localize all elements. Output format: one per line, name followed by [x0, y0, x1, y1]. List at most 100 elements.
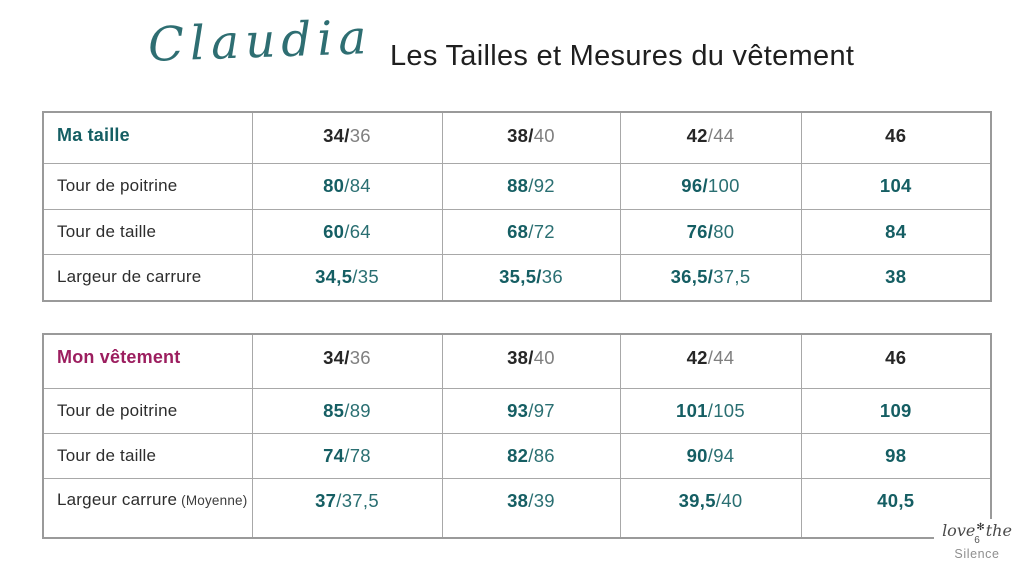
value-cell: 80/84	[251, 162, 443, 210]
size-header-cell-bold: 34/	[323, 347, 350, 368]
size-header-cell-bold: 34/	[323, 125, 350, 146]
value-cell: 85/89	[251, 387, 443, 434]
table-ma-taille: Ma taille 34/36 38/40 42/44 46 Tour de poitri…	[42, 111, 992, 302]
logo-word-love: love	[942, 520, 976, 540]
flower-icon: ✻	[976, 521, 985, 533]
row-label-cell: Largeur de carrure	[42, 253, 253, 302]
logo-word-the: the	[985, 520, 1012, 540]
size-header-cell: 46	[800, 111, 992, 164]
value-cell-bold: 96/	[681, 175, 708, 196]
size-header-cell: 38/40	[441, 111, 621, 164]
table-row: Largeur de carrure 34,5/35 35,5/36 36,5/37,…	[42, 253, 992, 302]
value-cell-rest: /105	[707, 399, 745, 421]
table-title-cell: Mon vêtement	[42, 333, 253, 389]
size-header-cell-rest: 40	[533, 125, 555, 146]
value-cell-rest: /64	[344, 220, 371, 242]
size-header-cell: 34/36	[251, 333, 443, 389]
value-cell-rest: /94	[707, 444, 735, 466]
value-cell-bold: 35,5/	[499, 266, 542, 288]
value-cell-rest: /40	[715, 489, 743, 511]
value-cell-rest: 36	[541, 266, 563, 288]
value-cell-rest: /78	[344, 444, 371, 466]
table-row: Tour de poitrine 80/84 88/92 96/100 104	[42, 162, 992, 210]
table-row: Tour de taille 60/64 68/72 76/80 84	[42, 208, 992, 255]
value-cell-bold: 93	[507, 399, 529, 421]
value-cell: 82/86	[441, 432, 621, 479]
row-label-cell: Tour de poitrine	[42, 162, 253, 210]
value-cell-bold: 80	[323, 175, 345, 196]
size-header-cell-bold: 46	[885, 125, 907, 146]
value-cell-rest: 37,5	[713, 266, 751, 288]
table-header-row: Mon vêtement 34/36 38/40 42/44 46	[42, 333, 992, 389]
value-cell: 93/97	[441, 387, 621, 434]
table-header-row: Ma taille 34/36 38/40 42/44 46	[42, 111, 992, 164]
value-cell: 60/64	[251, 208, 443, 255]
value-cell-bold: 98	[885, 444, 907, 466]
value-cell-rest: /39	[528, 489, 555, 511]
value-cell-rest: /86	[528, 444, 555, 466]
brand-logo-claudia: Claudia	[147, 10, 374, 73]
footer-brand-logo: love✻the 6 Silence	[934, 518, 1020, 562]
value-cell-rest: 100	[707, 175, 740, 196]
value-cell-bold: 109	[879, 399, 912, 421]
size-header-cell: 46	[800, 333, 992, 389]
value-cell-bold: 85	[323, 399, 345, 421]
value-cell-bold: 74	[323, 444, 345, 466]
page-title: Les Tailles et Mesures du vêtement	[390, 40, 855, 72]
value-cell-rest: /97	[528, 399, 555, 421]
value-cell: 39,5/40	[619, 477, 802, 539]
size-header-cell: 34/36	[251, 111, 443, 164]
value-cell: 38	[800, 253, 992, 302]
size-header-cell-rest: /44	[707, 347, 735, 368]
value-cell: 74/78	[251, 432, 443, 479]
value-cell-rest: /35	[352, 266, 379, 288]
value-cell: 101/105	[619, 387, 802, 434]
footer-brand-name: Silence	[954, 546, 1000, 561]
size-header-cell-rest: /44	[707, 125, 735, 146]
size-header-cell-bold: 42	[686, 125, 708, 146]
size-header-cell: 42/44	[619, 111, 802, 164]
table-mon-vetement: Mon vêtement 34/36 38/40 42/44 46 Tour de poi…	[42, 333, 992, 539]
value-cell: 37/37,5	[251, 477, 443, 539]
value-cell-bold: 82	[507, 444, 529, 466]
value-cell: 98	[800, 432, 992, 479]
value-cell: 38/39	[441, 477, 621, 539]
value-cell-rest: /92	[528, 175, 555, 196]
value-cell-bold: 39,5	[678, 489, 716, 511]
value-cell-bold: 38	[885, 266, 907, 288]
value-cell: 109	[800, 387, 992, 434]
table-row: Tour de poitrine 85/89 93/97 101/105 109	[42, 387, 992, 434]
row-label-cell: Tour de taille	[42, 208, 253, 255]
size-header-cell-bold: 42	[686, 347, 708, 368]
size-header-cell-rest: 40	[533, 347, 555, 368]
table-row: Tour de taille 74/78 82/86 90/94 98	[42, 432, 992, 479]
size-header-cell-bold: 38/	[507, 347, 534, 368]
value-cell-bold: 37	[315, 489, 337, 511]
slide-header: Claudia Les Tailles et Mesures du vêteme…	[0, 0, 1024, 100]
page-number: 6	[974, 534, 980, 546]
value-cell-bold: 34,5	[315, 266, 353, 288]
value-cell-bold: 90	[686, 444, 708, 466]
row-label-cell: Largeur carrure (Moyenne)	[42, 477, 253, 539]
table-title-cell: Ma taille	[42, 111, 253, 164]
value-cell-rest: /37,5	[336, 489, 379, 511]
footer-logo-script: love✻the	[936, 520, 1018, 540]
value-cell: 96/100	[619, 162, 802, 210]
value-cell-bold: 68	[507, 220, 529, 242]
value-cell-bold: 60	[323, 220, 345, 242]
value-cell-bold: 38	[507, 489, 529, 511]
value-cell-rest: /72	[528, 220, 555, 242]
value-cell-rest: 80	[713, 220, 735, 242]
table-row: Largeur carrure (Moyenne) 37/37,5 38/39 39,…	[42, 477, 992, 539]
value-cell: 35,5/36	[441, 253, 621, 302]
row-label-note: (Moyenne)	[177, 492, 248, 508]
value-cell-bold: 104	[879, 175, 912, 196]
size-header-cell: 38/40	[441, 333, 621, 389]
value-cell: 88/92	[441, 162, 621, 210]
value-cell: 84	[800, 208, 992, 255]
value-cell-rest: /84	[344, 175, 371, 196]
value-cell-bold: 101	[676, 399, 708, 421]
size-header-cell-bold: 38/	[507, 125, 534, 146]
size-header-cell-rest: 36	[349, 125, 371, 146]
